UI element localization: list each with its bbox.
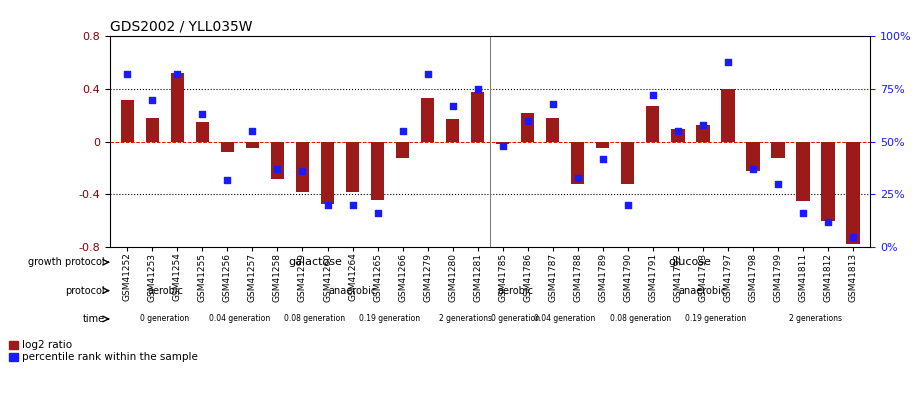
- Text: 0 generation: 0 generation: [140, 314, 190, 324]
- Bar: [396, 142, 409, 158]
- Text: anaerobic: anaerobic: [328, 286, 376, 296]
- Point: [845, 233, 860, 240]
- Bar: [821, 142, 834, 221]
- Point: [620, 202, 635, 208]
- Bar: [696, 125, 710, 142]
- Bar: [146, 118, 159, 142]
- Point: [496, 143, 510, 149]
- Text: anaerobic: anaerobic: [679, 286, 726, 296]
- Text: log2 ratio: log2 ratio: [22, 340, 72, 350]
- Point: [395, 128, 409, 134]
- Point: [245, 128, 260, 134]
- Bar: [371, 142, 385, 200]
- Text: glucose: glucose: [669, 257, 712, 267]
- Bar: [9, 341, 18, 349]
- Bar: [270, 142, 284, 179]
- Bar: [496, 142, 509, 145]
- Bar: [196, 122, 210, 142]
- Text: 2 generations: 2 generations: [789, 314, 842, 324]
- Bar: [170, 73, 184, 142]
- Point: [195, 111, 210, 117]
- Bar: [321, 142, 334, 204]
- Text: 2 generations: 2 generations: [439, 314, 492, 324]
- Point: [671, 128, 685, 134]
- Bar: [221, 142, 234, 152]
- Bar: [9, 353, 18, 361]
- Bar: [446, 119, 460, 142]
- Point: [520, 117, 535, 124]
- Point: [746, 166, 760, 173]
- Text: percentile rank within the sample: percentile rank within the sample: [22, 352, 198, 362]
- Bar: [621, 142, 635, 184]
- Point: [220, 177, 234, 183]
- Text: 0.04 generation: 0.04 generation: [534, 314, 595, 324]
- Point: [795, 210, 810, 217]
- Point: [645, 92, 660, 99]
- Point: [420, 71, 435, 78]
- Bar: [671, 129, 684, 142]
- Point: [821, 219, 835, 225]
- Point: [445, 103, 460, 109]
- Bar: [471, 92, 485, 142]
- Bar: [595, 142, 609, 148]
- Bar: [646, 106, 660, 142]
- Point: [470, 86, 485, 92]
- Point: [270, 166, 285, 173]
- Text: galactose: galactose: [288, 257, 342, 267]
- Bar: [571, 142, 584, 184]
- Text: 0.19 generation: 0.19 generation: [359, 314, 420, 324]
- Text: aerobic: aerobic: [147, 286, 183, 296]
- Point: [695, 122, 710, 128]
- Text: time: time: [82, 314, 104, 324]
- Bar: [546, 118, 560, 142]
- Point: [145, 96, 159, 103]
- Bar: [420, 98, 434, 142]
- Text: protocol: protocol: [65, 286, 104, 296]
- Point: [545, 100, 560, 107]
- Bar: [245, 142, 259, 148]
- Text: 0 generation: 0 generation: [490, 314, 540, 324]
- Point: [595, 156, 610, 162]
- Text: 0.19 generation: 0.19 generation: [684, 314, 746, 324]
- Bar: [770, 142, 784, 158]
- Point: [720, 58, 735, 65]
- Point: [370, 210, 385, 217]
- Point: [345, 202, 360, 208]
- Text: 0.08 generation: 0.08 generation: [609, 314, 671, 324]
- Point: [170, 71, 185, 78]
- Bar: [746, 142, 759, 171]
- Point: [295, 168, 310, 175]
- Text: growth protocol: growth protocol: [27, 257, 104, 267]
- Bar: [796, 142, 810, 201]
- Text: 0.04 generation: 0.04 generation: [210, 314, 270, 324]
- Point: [120, 71, 135, 78]
- Bar: [845, 142, 859, 245]
- Bar: [296, 142, 310, 192]
- Point: [321, 202, 335, 208]
- Bar: [721, 89, 735, 142]
- Bar: [345, 142, 359, 192]
- Point: [571, 174, 585, 181]
- Text: GDS2002 / YLL035W: GDS2002 / YLL035W: [110, 20, 253, 34]
- Point: [770, 181, 785, 187]
- Bar: [121, 100, 135, 142]
- Text: aerobic: aerobic: [497, 286, 533, 296]
- Text: 0.08 generation: 0.08 generation: [285, 314, 345, 324]
- Bar: [520, 113, 534, 142]
